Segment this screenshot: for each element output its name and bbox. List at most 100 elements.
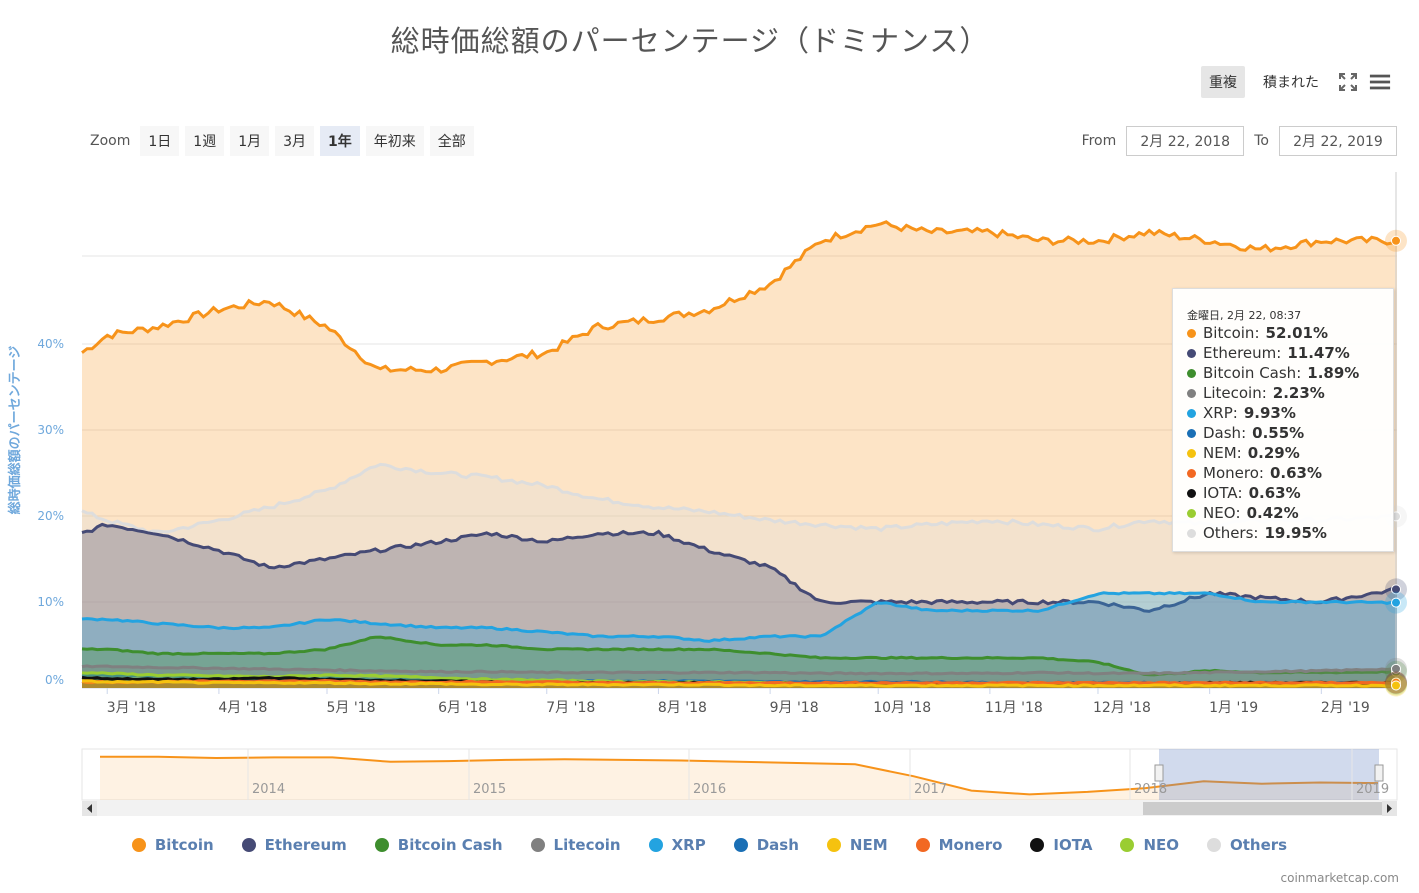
- zoom-1w-button[interactable]: 1週: [185, 126, 225, 156]
- tooltip-colon: :: [1253, 524, 1259, 542]
- arrow-right-icon: [1387, 804, 1392, 813]
- hover-marker: [1391, 677, 1401, 688]
- legend-item-dash[interactable]: Dash: [733, 836, 799, 854]
- navigator-area: [100, 756, 1378, 800]
- tooltip-series-name: Others: [1203, 524, 1254, 542]
- series-dot: [1187, 328, 1196, 338]
- hover-marker: [1391, 677, 1401, 688]
- legend-item-others[interactable]: Others: [1207, 836, 1287, 854]
- series-line-monero[interactable]: [81, 678, 1398, 685]
- tooltip-series-name: Monero: [1203, 464, 1259, 482]
- hover-halo: [1385, 674, 1407, 697]
- legend-label: XRP: [671, 836, 706, 854]
- chart-title: 総時価総額のパーセンテージ（ドミナンス）: [390, 24, 990, 58]
- date-range: From 2月 22, 2018 To 2月 22, 2019: [1082, 126, 1397, 156]
- tooltip-series-name: Bitcoin: [1203, 324, 1255, 342]
- tooltip-series-value: 0.29%: [1247, 444, 1300, 462]
- credit-link[interactable]: coinmarketcap.com: [1280, 871, 1399, 885]
- zoom-ytd-button[interactable]: 年初来: [365, 126, 424, 156]
- zoom-1y-button[interactable]: 1年: [320, 126, 360, 156]
- navigator-handle[interactable]: [1374, 764, 1384, 782]
- series-line-xrp[interactable]: [81, 591, 1398, 643]
- tooltip-row: XRP:9.93%: [1187, 403, 1393, 423]
- overlap-button[interactable]: 重複: [1201, 66, 1245, 98]
- navigator-year-label: 2018: [1134, 782, 1167, 797]
- tooltip-series-value: 52.01%: [1265, 324, 1328, 342]
- hover-halo: [1385, 578, 1407, 601]
- tooltip-series-name: IOTA: [1203, 484, 1238, 502]
- hover-marker: [1391, 584, 1401, 595]
- legend-item-nem[interactable]: NEM: [826, 836, 888, 854]
- tooltip-series-value: 0.63%: [1269, 464, 1322, 482]
- navigator-handle[interactable]: [1154, 764, 1164, 782]
- hover-halo: [1385, 671, 1407, 694]
- series-line-dash[interactable]: [81, 673, 1398, 686]
- tooltip-row: Ethereum:11.47%: [1187, 343, 1393, 363]
- navigator-year-label: 2017: [914, 782, 947, 797]
- legend-item-xrp[interactable]: XRP: [648, 836, 706, 854]
- fullscreen-icon[interactable]: [1337, 71, 1359, 93]
- hover-marker: [1391, 597, 1401, 608]
- navigator-background: [81, 748, 1398, 801]
- scrollbar-track[interactable]: [82, 801, 1397, 816]
- from-date-input[interactable]: 2月 22, 2018: [1126, 126, 1245, 156]
- chart-toolbar: 重複 積まれた: [1201, 66, 1391, 98]
- legend-dot: [733, 838, 748, 852]
- tooltip-row: Litecoin:2.23%: [1187, 383, 1393, 403]
- series-dot: [1187, 408, 1196, 418]
- series-line-nem[interactable]: [81, 679, 1397, 688]
- stacked-button[interactable]: 積まれた: [1263, 75, 1319, 91]
- zoom-controls: Zoom 1日 1週 1月 3月 1年 年初来 全部: [90, 126, 474, 156]
- legend-item-iota[interactable]: IOTA: [1030, 836, 1092, 854]
- series-dot: [1187, 428, 1196, 438]
- scrollbar-left-button[interactable]: [82, 801, 97, 816]
- menu-icon[interactable]: [1369, 71, 1391, 93]
- series-line-iota[interactable]: [81, 675, 1398, 686]
- zoom-label: Zoom: [90, 133, 131, 149]
- to-date-input[interactable]: 2月 22, 2019: [1279, 126, 1397, 156]
- series-line-litecoin[interactable]: [81, 664, 1398, 676]
- tooltip-colon: :: [1258, 464, 1264, 482]
- tooltip-series-name: Bitcoin Cash: [1203, 364, 1297, 382]
- legend-dot: [915, 838, 930, 852]
- legend-dot: [374, 838, 389, 852]
- legend-item-litecoin[interactable]: Litecoin: [530, 836, 621, 854]
- legend-label: Dash: [756, 836, 799, 854]
- legend-item-ethereum[interactable]: Ethereum: [241, 836, 347, 854]
- series-line-bitcoin-cash[interactable]: [81, 635, 1398, 677]
- legend-item-bitcoin-cash[interactable]: Bitcoin Cash: [374, 836, 503, 854]
- navigator-year-label: 2016: [693, 782, 726, 797]
- series-line-neo[interactable]: [81, 671, 1398, 687]
- tooltip-row: Others:19.95%: [1187, 523, 1393, 543]
- legend-label: IOTA: [1053, 836, 1093, 854]
- navigator-line: [100, 755, 1379, 796]
- tooltip-colon: :: [1261, 384, 1267, 402]
- legend-label: Bitcoin Cash: [397, 836, 503, 854]
- zoom-all-button[interactable]: 全部: [429, 126, 474, 156]
- zoom-1d-button[interactable]: 1日: [140, 126, 180, 156]
- series-dot: [1187, 388, 1196, 398]
- tooltip-row: IOTA:0.63%: [1187, 483, 1393, 503]
- legend-item-neo[interactable]: NEO: [1120, 836, 1179, 854]
- tooltip-row: NEM:0.29%: [1187, 443, 1393, 463]
- to-label: To: [1254, 133, 1269, 149]
- hover-marker: [1391, 678, 1401, 689]
- scrollbar-right-button[interactable]: [1382, 801, 1397, 816]
- zoom-3m-button[interactable]: 3月: [275, 126, 315, 156]
- tooltip-series-value: 0.42%: [1246, 504, 1299, 522]
- hover-marker: [1391, 666, 1401, 677]
- scrollbar-thumb[interactable]: [1143, 802, 1397, 815]
- legend-item-monero[interactable]: Monero: [915, 836, 1003, 854]
- navigator-selection[interactable]: [1159, 749, 1379, 800]
- legend-label: Litecoin: [553, 836, 621, 854]
- tooltip-series-value: 9.93%: [1243, 404, 1296, 422]
- tooltip-series-name: Dash: [1203, 424, 1242, 442]
- legend-item-bitcoin[interactable]: Bitcoin: [131, 836, 214, 854]
- zoom-1m-button[interactable]: 1月: [230, 126, 270, 156]
- series-dot: [1187, 468, 1196, 478]
- legend-label: Monero: [938, 836, 1003, 854]
- tooltip-series-name: NEO: [1203, 504, 1236, 522]
- tooltip-series-name: XRP: [1203, 404, 1233, 422]
- x-tick-label: 11月 '18: [985, 700, 1043, 716]
- tooltip-series-value: 19.95%: [1264, 524, 1327, 542]
